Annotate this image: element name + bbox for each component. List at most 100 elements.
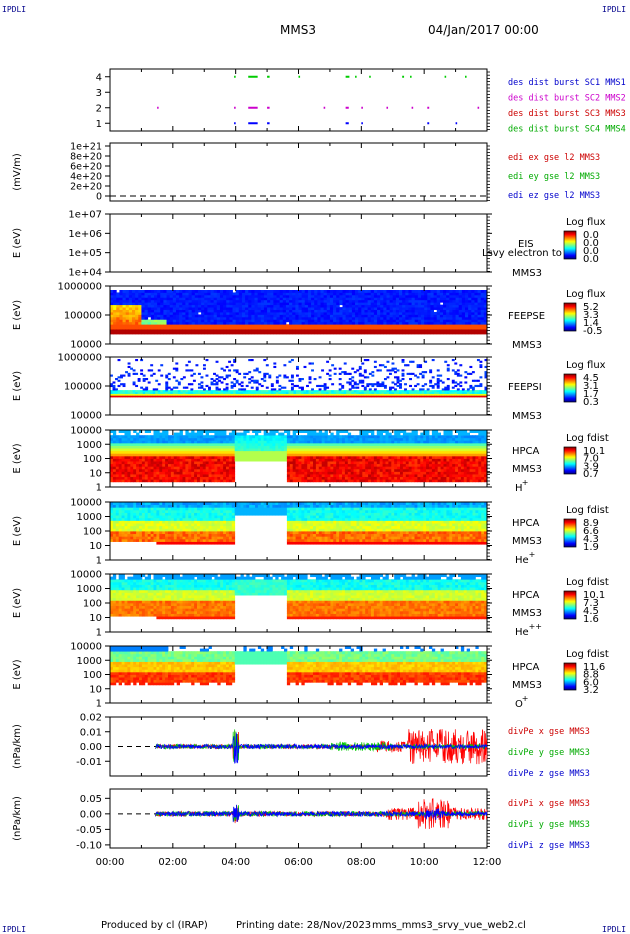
spectrogram-cell — [318, 435, 323, 439]
spectrogram-cell — [238, 314, 243, 318]
spectrogram-cell — [363, 371, 367, 374]
efield-y-axis-label: (mV/m) — [12, 153, 23, 191]
spectrogram-cell — [324, 479, 328, 483]
spectrogram-cell — [124, 468, 128, 472]
spectrogram-cell — [136, 461, 140, 465]
spectrogram-cell — [378, 369, 382, 372]
spectrogram-cell — [116, 314, 120, 318]
spectrogram-cell — [267, 319, 271, 323]
spectrogram-cell — [182, 476, 186, 480]
spectrogram-cell — [240, 384, 244, 388]
spectrogram-cell — [289, 466, 294, 470]
spectrogram-cell — [191, 331, 196, 335]
spectrogram-cell — [119, 331, 123, 335]
spectrogram-cell — [263, 321, 268, 325]
spectrogram-cell — [377, 316, 381, 320]
spectrogram-cell — [210, 297, 215, 301]
spectrogram-cell — [243, 391, 247, 394]
spectrogram-cell — [124, 463, 128, 467]
spectrogram-cell — [150, 314, 155, 318]
spectrogram-cell — [219, 316, 224, 320]
spectrogram-cell — [315, 455, 320, 459]
spectrogram-cell — [254, 290, 259, 293]
spectrogram-cell — [182, 390, 186, 393]
spectrogram-cell — [265, 390, 269, 393]
spectrogram-cell — [127, 442, 131, 446]
spectrogram-cell — [208, 466, 212, 470]
spectrogram-cell — [115, 453, 120, 457]
spectrogram-cell — [295, 384, 299, 388]
spectrogram-cell — [356, 390, 360, 393]
spectrogram-cell — [466, 372, 470, 375]
spectrogram-cell — [119, 319, 123, 323]
spectrogram-cell — [395, 312, 400, 315]
spectrogram-cell — [310, 437, 314, 441]
spectrogram-cell — [429, 390, 433, 393]
spectrogram-cell — [142, 374, 146, 377]
spectrogram-cell — [321, 393, 325, 396]
spectrogram-cell — [298, 324, 303, 328]
spectrogram-cell — [267, 307, 271, 310]
spectrogram-cell — [358, 312, 362, 315]
spectrogram-cell — [205, 437, 209, 441]
spectrogram-cell — [414, 316, 419, 320]
spectrogram-cell — [175, 307, 180, 310]
spectrogram-cell — [122, 316, 127, 320]
spectrogram-cell — [386, 360, 390, 363]
spectrogram-cell — [371, 390, 375, 393]
spectrogram-cell — [117, 390, 121, 393]
spectrogram-cell — [217, 435, 221, 439]
spectrogram-cell — [426, 391, 430, 394]
spectrogram-cell — [150, 455, 154, 459]
spectrogram-cell — [159, 442, 163, 446]
spectrogram-cell — [113, 307, 117, 310]
spectrogram-cell — [310, 450, 314, 454]
spectrogram-cell — [464, 371, 468, 374]
spectrogram-cell — [371, 384, 375, 388]
spectrogram-cell — [144, 466, 149, 470]
spectrogram-cell — [179, 461, 183, 465]
spectrogram-cell — [321, 391, 325, 394]
spectrogram-cell — [351, 292, 356, 296]
spectrogram-cell — [405, 297, 409, 301]
spectrogram-cell — [110, 297, 114, 301]
spectrogram-cell — [223, 468, 227, 472]
spectrogram-cell — [454, 395, 458, 398]
spectrogram-cell — [113, 309, 117, 313]
spectrogram-cell — [197, 430, 201, 433]
spectrogram-cell — [348, 324, 353, 328]
spectrogram-cell — [282, 304, 287, 308]
spectrogram-cell — [136, 479, 140, 483]
spectrogram-cell — [188, 297, 193, 301]
spectrogram-cell — [474, 312, 478, 315]
spectrogram-cell — [318, 437, 323, 441]
spectrogram-cell — [144, 448, 149, 452]
spectrogram-cell — [436, 312, 441, 315]
spectrogram-cell — [240, 432, 244, 436]
spectrogram-cell — [182, 445, 186, 449]
spectrogram-cell — [201, 319, 205, 323]
spectrogram-cell — [307, 297, 312, 301]
spectrogram-cell — [118, 466, 122, 470]
spectrogram-cell — [136, 468, 140, 472]
spectrogram-cell — [142, 379, 146, 382]
spectrogram-cell — [366, 359, 370, 362]
spectrogram-cell — [421, 390, 425, 393]
spectrogram-cell — [303, 391, 307, 394]
spectrogram-cell — [243, 393, 247, 396]
spectrogram-cell — [327, 442, 331, 446]
spectrogram-cell — [298, 455, 302, 459]
spectrogram-cell — [165, 442, 169, 446]
spectrogram-cell — [310, 442, 314, 446]
spectrogram-cell — [419, 372, 423, 375]
spectrogram-cell — [474, 390, 478, 393]
spectrogram-cell — [461, 324, 466, 328]
spectrogram-cell — [458, 309, 463, 313]
spectrogram-cell — [122, 321, 127, 325]
spectrogram-cell — [168, 479, 172, 483]
spectrogram-cell — [117, 391, 121, 394]
spectrogram-cell — [266, 453, 270, 457]
spectrogram-cell — [279, 292, 284, 296]
spectrogram-cell — [310, 445, 314, 449]
spectrogram-cell — [336, 391, 340, 394]
